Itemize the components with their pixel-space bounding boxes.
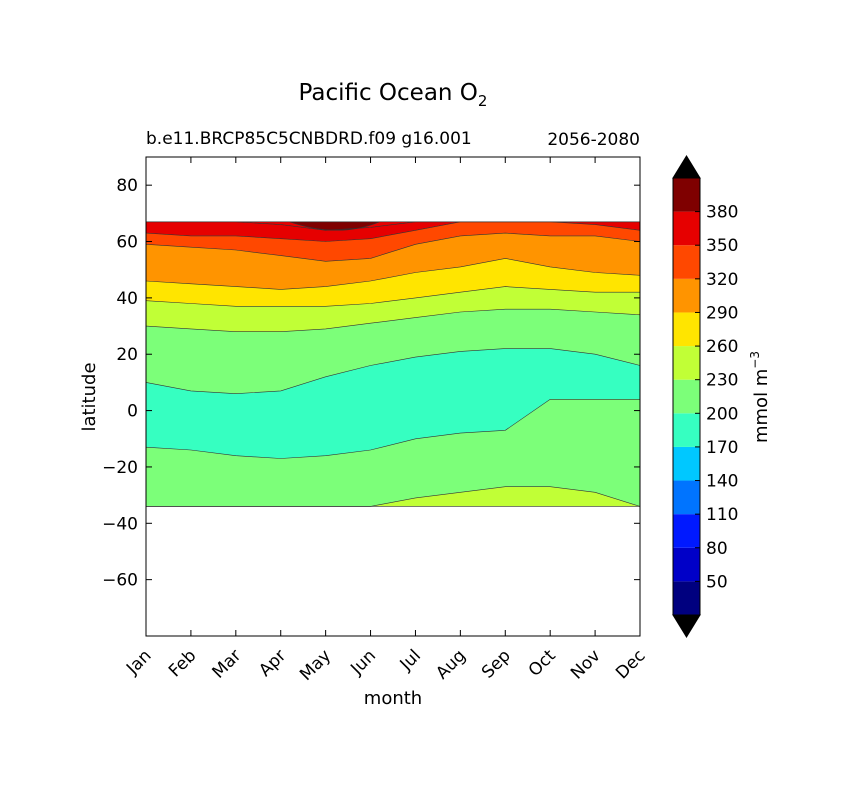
y-tick-label: 20 <box>116 345 138 365</box>
contour-band-320-350-7 <box>146 221 640 262</box>
colorbar-segment-380 <box>673 178 700 212</box>
chart-title-text: Pacific Ocean O <box>299 80 478 106</box>
x-tick-label: Nov <box>567 646 605 684</box>
plot-frame <box>145 156 641 637</box>
x-tick-label: Aug <box>432 646 470 684</box>
colorbar-segment-80 <box>673 514 700 548</box>
colorbar-segment-350 <box>673 211 700 246</box>
contour-band-230-260-0 <box>146 486 640 507</box>
colorbar-segment-170 <box>673 413 700 447</box>
colorbar-segment-20 <box>673 581 700 615</box>
contour-band-230-260-4 <box>146 286 640 332</box>
chart-subtitle-left: b.e11.BRCP85C5CNBDRD.f09 g16.001 <box>146 129 472 149</box>
colorbar-segment-260 <box>673 312 700 347</box>
colorbar-tick-label: 140 <box>706 472 738 492</box>
colorbar-extend-top <box>672 155 701 179</box>
colorbar-tick-label: 350 <box>706 236 738 256</box>
x-tick-label: Jun <box>346 646 380 680</box>
x-tick-label: Sep <box>478 646 515 683</box>
contour-line-7 <box>145 221 641 242</box>
colorbar-label-exponent: −3 <box>748 351 762 369</box>
contour-line-1 <box>145 399 640 459</box>
y-tick-label: 80 <box>116 176 138 196</box>
contour-line-2 <box>145 348 641 395</box>
contour-band-290-320-6 <box>146 233 640 290</box>
contour-line-6 <box>145 232 641 262</box>
y-axis: 80 60 40 20 0 −20 −40 −60 <box>102 176 640 591</box>
colorbar-tick-label: 230 <box>706 371 738 391</box>
colorbar-frame <box>672 177 701 616</box>
colorbar-segment-200 <box>673 379 700 414</box>
colorbar-tick-label: 200 <box>706 404 738 424</box>
chart-title-subscript: 2 <box>478 92 488 110</box>
x-tick-label: Feb <box>165 646 200 681</box>
contour-line-5 <box>145 258 641 290</box>
contour-line-4 <box>145 286 640 307</box>
x-tick-label: May <box>296 646 335 685</box>
colorbar-tick-label: 380 <box>706 203 738 223</box>
y-tick-label: −60 <box>102 571 138 591</box>
contour-band-170-200-2 <box>146 348 640 459</box>
colorbar-tick-label: 170 <box>706 438 738 458</box>
colorbar-tick-label: 290 <box>706 303 738 323</box>
colorbar-extend-bottom <box>672 614 701 638</box>
x-tick-label: Apr <box>255 646 290 681</box>
colorbar-segment-320 <box>673 245 700 279</box>
contour-line-3 <box>145 308 641 332</box>
chart-subtitle-right: 2056-2080 <box>547 130 640 150</box>
colorbar-segment-110 <box>673 480 700 515</box>
colorbar-tick-label: 110 <box>706 505 738 525</box>
chart-title: Pacific Ocean O2 <box>299 80 488 110</box>
contour-band-200-230-1 <box>146 399 640 507</box>
y-tick-label: 60 <box>116 233 138 253</box>
x-tick-label: Mar <box>209 646 246 683</box>
contour-band-200-230-3 <box>146 309 640 394</box>
x-tick-label: Dec <box>612 646 649 683</box>
y-axis-label: latitude <box>79 362 100 431</box>
colorbar: 50 80 110 140 170 200 230 260 290 320 350 380 <box>672 155 738 638</box>
y-tick-label: −20 <box>102 458 138 478</box>
contour-band-260-290-5 <box>146 258 640 307</box>
colorbar-segment-50 <box>673 547 700 582</box>
colorbar-segment-140 <box>673 446 700 481</box>
colorbar-tick-label: 80 <box>706 539 728 559</box>
y-tick-label: −40 <box>102 514 138 534</box>
x-tick-label: Jul <box>396 646 425 675</box>
colorbar-tick-label: 260 <box>706 337 738 357</box>
colorbar-label: mmol m−3 <box>748 351 772 443</box>
contour-lines <box>145 221 641 507</box>
colorbar-tick-label: 50 <box>706 572 728 592</box>
colorbar-segment-290 <box>673 278 700 313</box>
colorbar-segment-230 <box>673 346 700 380</box>
colorbar-label-text: mmol m <box>751 369 772 443</box>
y-tick-label: 0 <box>127 402 138 422</box>
x-axis-label: month <box>364 688 422 709</box>
contour-fills <box>146 221 640 507</box>
x-tick-label: Jan <box>122 646 155 679</box>
contour-band-350-380-top <box>146 221 640 231</box>
x-tick-label: Oct <box>525 646 560 681</box>
colorbar-tick-label: 320 <box>706 270 738 290</box>
contour-band-350-380-8 <box>146 221 640 242</box>
y-tick-label: 40 <box>116 289 138 309</box>
